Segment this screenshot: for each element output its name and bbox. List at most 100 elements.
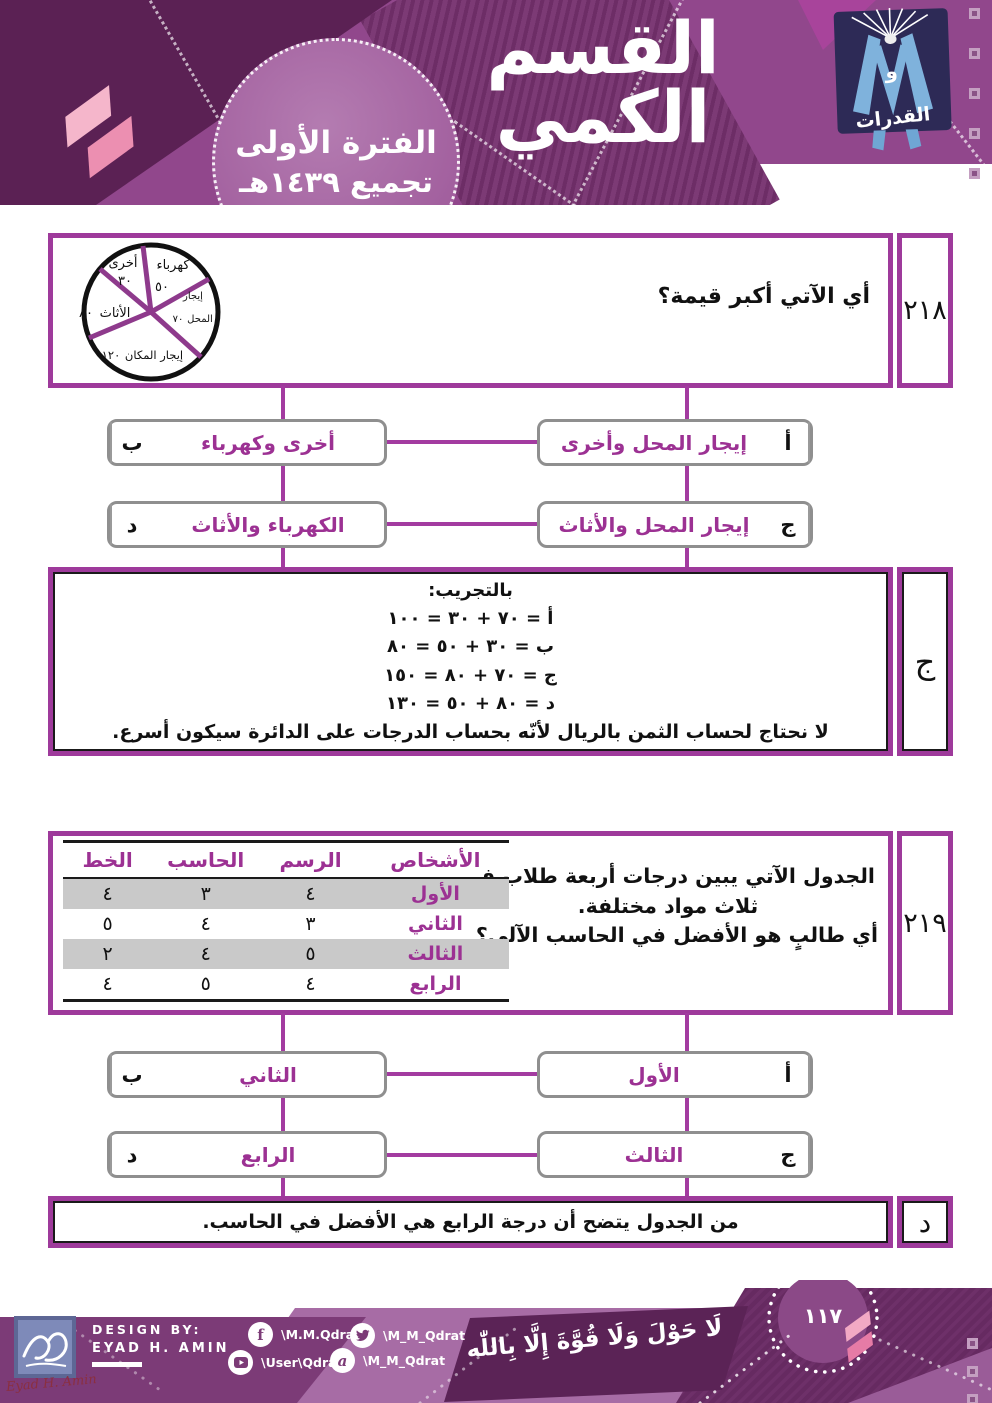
table-header: الخط bbox=[63, 841, 153, 879]
option-text: أخرى وكهرباء bbox=[201, 430, 335, 455]
grade-cell: ٥ bbox=[200, 973, 211, 995]
pie-value: ٣٠ bbox=[118, 274, 132, 289]
connector-line bbox=[685, 386, 689, 421]
square-decoration bbox=[969, 128, 980, 139]
option-219-d[interactable]: د الرابع bbox=[107, 1131, 387, 1178]
option-219-b[interactable]: ب الثاني bbox=[107, 1051, 387, 1098]
connector-line bbox=[384, 1153, 539, 1157]
option-letter: أ bbox=[768, 422, 810, 463]
student-name: الأول bbox=[410, 883, 460, 905]
pie-value: ٥٠ bbox=[155, 280, 169, 295]
social-youtube[interactable]: \User\Qdrat bbox=[228, 1350, 343, 1375]
title-line1: القسم bbox=[486, 6, 720, 90]
pie-label: إيجار المكان bbox=[125, 348, 183, 363]
student-name: الثالث bbox=[407, 943, 464, 965]
grade-cell: ٣ bbox=[305, 913, 316, 935]
grade-cell: ٥ bbox=[102, 913, 113, 935]
question-line: أي طالبٍ هو الأفضل في الحاسب الآلي؟ bbox=[475, 923, 878, 948]
pie-divider-lines bbox=[88, 245, 211, 359]
connector-line bbox=[281, 464, 285, 503]
connector-line bbox=[281, 1013, 285, 1053]
badge-line2: تجميع ١٤٣٩هـ bbox=[239, 165, 433, 199]
pie-value: ٧٠ bbox=[173, 314, 184, 325]
connector-line bbox=[281, 546, 285, 569]
grade-cell: ٤ bbox=[305, 883, 316, 905]
option-text: إيجار المحل وأخرى bbox=[560, 430, 748, 455]
designer-stamp-icon bbox=[14, 1316, 76, 1378]
square-decoration bbox=[967, 1338, 978, 1349]
table-row: الثالث ٥ ٤ ٢ bbox=[63, 939, 509, 969]
connector-line bbox=[384, 1072, 539, 1076]
option-218-b[interactable]: ب أخرى وكهرباء bbox=[107, 419, 387, 466]
square-decoration bbox=[967, 1394, 978, 1403]
badge-line1: الفترة الأولى bbox=[235, 125, 437, 161]
pie-label: إيجار bbox=[182, 291, 203, 302]
table-header-row: الأشخاص الرسم الحاسب الخط bbox=[63, 841, 509, 879]
table-header: الأشخاص bbox=[361, 841, 509, 879]
question-218-number: ٢١٨ bbox=[897, 233, 953, 388]
twitter-icon bbox=[350, 1323, 375, 1348]
pie-label: المحل bbox=[187, 314, 213, 325]
option-218-d[interactable]: د الكهرباء والأثاث bbox=[107, 501, 387, 548]
grade-cell: ٤ bbox=[102, 883, 113, 905]
answer-219-letter: د bbox=[897, 1196, 953, 1248]
social-handle: \M_M_Qdrat bbox=[363, 1353, 446, 1368]
question-218-text: أي الآتي أكبر قيمة؟ bbox=[657, 284, 870, 309]
pie-label: أخرى bbox=[109, 254, 138, 271]
option-text: الأول bbox=[628, 1062, 680, 1087]
square-decoration bbox=[969, 8, 980, 19]
option-text: إيجار المحل والأثاث bbox=[558, 512, 750, 537]
pie-value: ١٢٠ bbox=[102, 348, 121, 362]
option-219-a[interactable]: الأول أ bbox=[537, 1051, 813, 1098]
title-line2: الكمي bbox=[495, 75, 711, 160]
connector-line bbox=[685, 1178, 689, 1196]
grade-cell: ٤ bbox=[200, 913, 211, 935]
page-title: القسم الكمي bbox=[408, 6, 798, 160]
table-header: الرسم bbox=[259, 841, 362, 879]
grade-cell: ٤ bbox=[200, 943, 211, 965]
student-name: الرابع bbox=[409, 973, 462, 995]
solution-intro: بالتجريب: bbox=[428, 580, 513, 601]
question-218-box: أي الآتي أكبر قيمة؟ كهرباء ٥٠ أخرى ٣٠ ال… bbox=[48, 233, 893, 388]
table-row: الرابع ٤ ٥ ٤ bbox=[63, 969, 509, 1001]
footer-background bbox=[0, 1280, 992, 1403]
social-facebook[interactable]: f \M.M.Qdrat bbox=[248, 1322, 360, 1347]
social-ask[interactable]: a \M_M_Qdrat bbox=[330, 1348, 445, 1373]
facebook-icon: f bbox=[248, 1322, 273, 1347]
qudrat-logo-graphic: و القدرات bbox=[833, 8, 952, 151]
youtube-icon bbox=[228, 1350, 253, 1375]
expenses-pie-chart: كهرباء ٥٠ أخرى ٣٠ الأثاث ٨٠ إيجار المكان… bbox=[79, 242, 221, 382]
solution-218-box: بالتجريب: أ = ٧٠ + ٣٠ = ١٠٠ ب = ٣٠ + ٥٠ … bbox=[48, 567, 893, 756]
option-text: الكهرباء والأثاث bbox=[191, 512, 345, 537]
square-decoration bbox=[969, 88, 980, 99]
table-header: الحاسب bbox=[152, 841, 260, 879]
page-footer: ١١٧ DESIGN BY: EYAD H. AMIN Eyad H. Amin… bbox=[0, 1280, 992, 1403]
option-218-c[interactable]: إيجار المحل والأثاث ج bbox=[537, 501, 813, 548]
option-letter: ج bbox=[768, 504, 810, 545]
solution-line: أ = ٧٠ + ٣٠ = ١٠٠ bbox=[387, 608, 554, 630]
footer-pink-chevrons bbox=[845, 1310, 873, 1363]
table-row: الثاني ٣ ٤ ٥ bbox=[63, 909, 509, 939]
square-decoration bbox=[969, 48, 980, 59]
square-decoration bbox=[969, 168, 980, 179]
designer-name: EYAD H. AMIN bbox=[92, 1341, 230, 1356]
connector-line bbox=[281, 1096, 285, 1133]
connector-line bbox=[685, 1096, 689, 1133]
grade-cell: ٥ bbox=[305, 943, 316, 965]
option-letter: ب bbox=[110, 422, 152, 463]
connector-line bbox=[281, 386, 285, 421]
answer-219-box: من الجدول يتضح أن درجة الرابع هي الأفضل … bbox=[48, 1196, 893, 1248]
option-219-c[interactable]: الثالث ج bbox=[537, 1131, 813, 1178]
option-letter: ب bbox=[110, 1054, 152, 1095]
connector-line bbox=[685, 546, 689, 569]
question-219-number: ٢١٩ bbox=[897, 831, 953, 1015]
grades-table: الأشخاص الرسم الحاسب الخط الأول ٤ ٣ ٤ ال… bbox=[63, 840, 509, 1002]
pie-label: الأثاث bbox=[100, 304, 131, 321]
option-218-a[interactable]: إيجار المحل وأخرى أ bbox=[537, 419, 813, 466]
grade-cell: ٣ bbox=[200, 883, 211, 905]
social-twitter[interactable]: \M_M_Qdrat bbox=[350, 1323, 465, 1348]
option-letter: د bbox=[110, 1134, 152, 1175]
option-text: الثاني bbox=[239, 1062, 297, 1087]
solution-line: د = ٨٠ + ٥٠ = ١٣٠ bbox=[385, 692, 556, 714]
